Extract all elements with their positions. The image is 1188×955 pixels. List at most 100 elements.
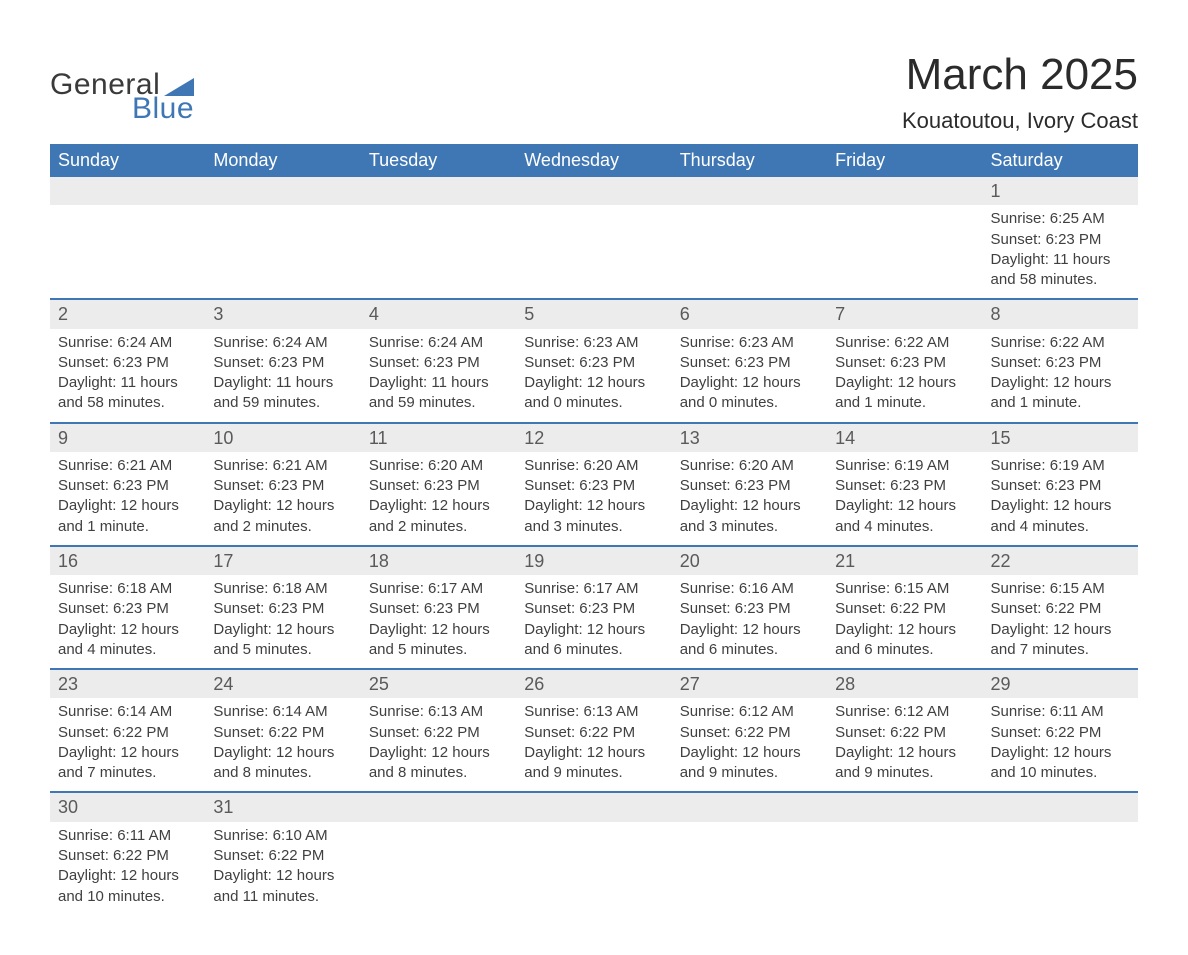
- sunset-line: Sunset: 6:23 PM: [524, 476, 663, 496]
- calendar-day: 25Sunrise: 6:13 AMSunset: 6:22 PMDayligh…: [361, 669, 516, 792]
- day-content: [672, 822, 827, 906]
- calendar-day-empty: [50, 177, 205, 299]
- daylight-line: Daylight: 12 hours and 9 minutes.: [835, 743, 974, 784]
- sunrise-line: Sunrise: 6:11 AM: [991, 702, 1130, 722]
- sunset-line: Sunset: 6:23 PM: [835, 353, 974, 373]
- sunrise-line: Sunrise: 6:16 AM: [680, 579, 819, 599]
- sunrise-line: Sunrise: 6:14 AM: [58, 702, 197, 722]
- sunrise-line: Sunrise: 6:12 AM: [835, 702, 974, 722]
- day-content: Sunrise: 6:24 AMSunset: 6:23 PMDaylight:…: [361, 329, 516, 422]
- calendar-day-empty: [672, 177, 827, 299]
- day-content: Sunrise: 6:21 AMSunset: 6:23 PMDaylight:…: [205, 452, 360, 545]
- daylight-line: Daylight: 12 hours and 6 minutes.: [680, 620, 819, 661]
- sunrise-line: Sunrise: 6:24 AM: [58, 333, 197, 353]
- calendar-day: 20Sunrise: 6:16 AMSunset: 6:23 PMDayligh…: [672, 546, 827, 669]
- daylight-line: Daylight: 12 hours and 6 minutes.: [835, 620, 974, 661]
- sunset-line: Sunset: 6:23 PM: [991, 230, 1130, 250]
- day-number: 31: [205, 793, 360, 821]
- day-content: Sunrise: 6:16 AMSunset: 6:23 PMDaylight:…: [672, 575, 827, 668]
- daylight-line: Daylight: 11 hours and 58 minutes.: [991, 250, 1130, 291]
- daylight-line: Daylight: 12 hours and 7 minutes.: [991, 620, 1130, 661]
- daylight-line: Daylight: 12 hours and 10 minutes.: [991, 743, 1130, 784]
- calendar-day: 18Sunrise: 6:17 AMSunset: 6:23 PMDayligh…: [361, 546, 516, 669]
- sunset-line: Sunset: 6:23 PM: [369, 476, 508, 496]
- sunrise-line: Sunrise: 6:10 AM: [213, 826, 352, 846]
- day-content: Sunrise: 6:18 AMSunset: 6:23 PMDaylight:…: [205, 575, 360, 668]
- day-content: Sunrise: 6:19 AMSunset: 6:23 PMDaylight:…: [983, 452, 1138, 545]
- calendar-day: 6Sunrise: 6:23 AMSunset: 6:23 PMDaylight…: [672, 299, 827, 422]
- calendar-day-empty: [205, 177, 360, 299]
- calendar-day: 10Sunrise: 6:21 AMSunset: 6:23 PMDayligh…: [205, 423, 360, 546]
- day-content: [361, 822, 516, 906]
- day-number: 20: [672, 547, 827, 575]
- sunset-line: Sunset: 6:23 PM: [524, 599, 663, 619]
- day-number: 23: [50, 670, 205, 698]
- sunrise-line: Sunrise: 6:25 AM: [991, 209, 1130, 229]
- day-content: Sunrise: 6:18 AMSunset: 6:23 PMDaylight:…: [50, 575, 205, 668]
- day-number: 6: [672, 300, 827, 328]
- sunset-line: Sunset: 6:23 PM: [58, 353, 197, 373]
- day-number: 28: [827, 670, 982, 698]
- day-number: 1: [983, 177, 1138, 205]
- daylight-line: Daylight: 12 hours and 5 minutes.: [213, 620, 352, 661]
- sunrise-line: Sunrise: 6:24 AM: [213, 333, 352, 353]
- calendar-header-row: SundayMondayTuesdayWednesdayThursdayFrid…: [50, 144, 1138, 177]
- day-number: 13: [672, 424, 827, 452]
- day-content: [983, 822, 1138, 906]
- logo: General Blue: [50, 70, 194, 124]
- daylight-line: Daylight: 12 hours and 8 minutes.: [213, 743, 352, 784]
- calendar-day: 15Sunrise: 6:19 AMSunset: 6:23 PMDayligh…: [983, 423, 1138, 546]
- calendar-week: 2Sunrise: 6:24 AMSunset: 6:23 PMDaylight…: [50, 299, 1138, 422]
- sunset-line: Sunset: 6:23 PM: [835, 476, 974, 496]
- weekday-header: Thursday: [672, 144, 827, 177]
- day-number: 3: [205, 300, 360, 328]
- daylight-line: Daylight: 12 hours and 9 minutes.: [680, 743, 819, 784]
- sunset-line: Sunset: 6:22 PM: [58, 846, 197, 866]
- day-number: 10: [205, 424, 360, 452]
- sunrise-line: Sunrise: 6:11 AM: [58, 826, 197, 846]
- calendar-day: 26Sunrise: 6:13 AMSunset: 6:22 PMDayligh…: [516, 669, 671, 792]
- calendar-day-empty: [672, 792, 827, 914]
- day-content: Sunrise: 6:25 AMSunset: 6:23 PMDaylight:…: [983, 205, 1138, 298]
- day-number: 9: [50, 424, 205, 452]
- day-content: Sunrise: 6:12 AMSunset: 6:22 PMDaylight:…: [672, 698, 827, 791]
- day-content: Sunrise: 6:15 AMSunset: 6:22 PMDaylight:…: [827, 575, 982, 668]
- sunrise-line: Sunrise: 6:19 AM: [991, 456, 1130, 476]
- calendar-body: 1Sunrise: 6:25 AMSunset: 6:23 PMDaylight…: [50, 177, 1138, 915]
- weekday-header: Monday: [205, 144, 360, 177]
- day-content: Sunrise: 6:20 AMSunset: 6:23 PMDaylight:…: [672, 452, 827, 545]
- calendar-document: General Blue March 2025 Kouatoutou, Ivor…: [0, 0, 1188, 955]
- daylight-line: Daylight: 12 hours and 1 minute.: [991, 373, 1130, 414]
- calendar-day: 13Sunrise: 6:20 AMSunset: 6:23 PMDayligh…: [672, 423, 827, 546]
- day-number: [361, 793, 516, 821]
- day-content: Sunrise: 6:10 AMSunset: 6:22 PMDaylight:…: [205, 822, 360, 915]
- sunrise-line: Sunrise: 6:22 AM: [835, 333, 974, 353]
- sunset-line: Sunset: 6:23 PM: [213, 599, 352, 619]
- daylight-line: Daylight: 11 hours and 59 minutes.: [213, 373, 352, 414]
- calendar-day: 8Sunrise: 6:22 AMSunset: 6:23 PMDaylight…: [983, 299, 1138, 422]
- calendar-day: 22Sunrise: 6:15 AMSunset: 6:22 PMDayligh…: [983, 546, 1138, 669]
- calendar-day: 1Sunrise: 6:25 AMSunset: 6:23 PMDaylight…: [983, 177, 1138, 299]
- sunset-line: Sunset: 6:23 PM: [213, 353, 352, 373]
- day-number: [827, 793, 982, 821]
- sunset-line: Sunset: 6:23 PM: [524, 353, 663, 373]
- day-content: Sunrise: 6:15 AMSunset: 6:22 PMDaylight:…: [983, 575, 1138, 668]
- daylight-line: Daylight: 12 hours and 1 minute.: [58, 496, 197, 537]
- day-number: 19: [516, 547, 671, 575]
- calendar-week: 30Sunrise: 6:11 AMSunset: 6:22 PMDayligh…: [50, 792, 1138, 914]
- day-number: [361, 177, 516, 205]
- daylight-line: Daylight: 12 hours and 3 minutes.: [680, 496, 819, 537]
- day-number: 21: [827, 547, 982, 575]
- day-number: 22: [983, 547, 1138, 575]
- daylight-line: Daylight: 12 hours and 4 minutes.: [835, 496, 974, 537]
- calendar-day: 2Sunrise: 6:24 AMSunset: 6:23 PMDaylight…: [50, 299, 205, 422]
- sunset-line: Sunset: 6:22 PM: [991, 599, 1130, 619]
- day-content: [50, 205, 205, 289]
- sunset-line: Sunset: 6:22 PM: [835, 599, 974, 619]
- calendar-day: 7Sunrise: 6:22 AMSunset: 6:23 PMDaylight…: [827, 299, 982, 422]
- sunset-line: Sunset: 6:22 PM: [835, 723, 974, 743]
- calendar-day-empty: [827, 792, 982, 914]
- day-content: Sunrise: 6:24 AMSunset: 6:23 PMDaylight:…: [50, 329, 205, 422]
- sunrise-line: Sunrise: 6:17 AM: [524, 579, 663, 599]
- weekday-header: Saturday: [983, 144, 1138, 177]
